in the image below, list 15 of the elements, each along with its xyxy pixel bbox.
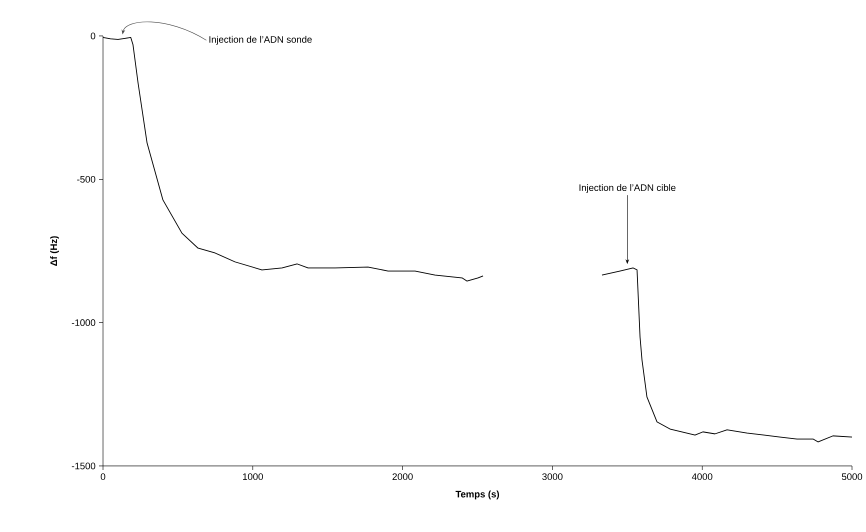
y-tick-label: 0 — [90, 32, 96, 40]
y-tick-label: -1000 — [72, 319, 96, 326]
y-tick-label: -500 — [77, 176, 96, 183]
x-tick-label: 1000 — [243, 473, 263, 480]
x-tick-label: 3000 — [542, 473, 563, 480]
annotation: Injection de l’ADN sonde — [209, 36, 312, 45]
annotation: Injection de l’ADN cible — [580, 184, 676, 193]
x-tick-label: 5000 — [842, 473, 862, 480]
x-tick-label: 2000 — [392, 473, 413, 480]
y-axis-title: Δf (Hz) — [50, 236, 59, 266]
x-tick-label: 0 — [100, 473, 106, 480]
x-tick-label: 4000 — [692, 473, 712, 480]
line-series — [602, 267, 852, 442]
x-axis-title: Temps (s) — [456, 490, 500, 500]
y-tick-label: -1500 — [72, 462, 96, 470]
